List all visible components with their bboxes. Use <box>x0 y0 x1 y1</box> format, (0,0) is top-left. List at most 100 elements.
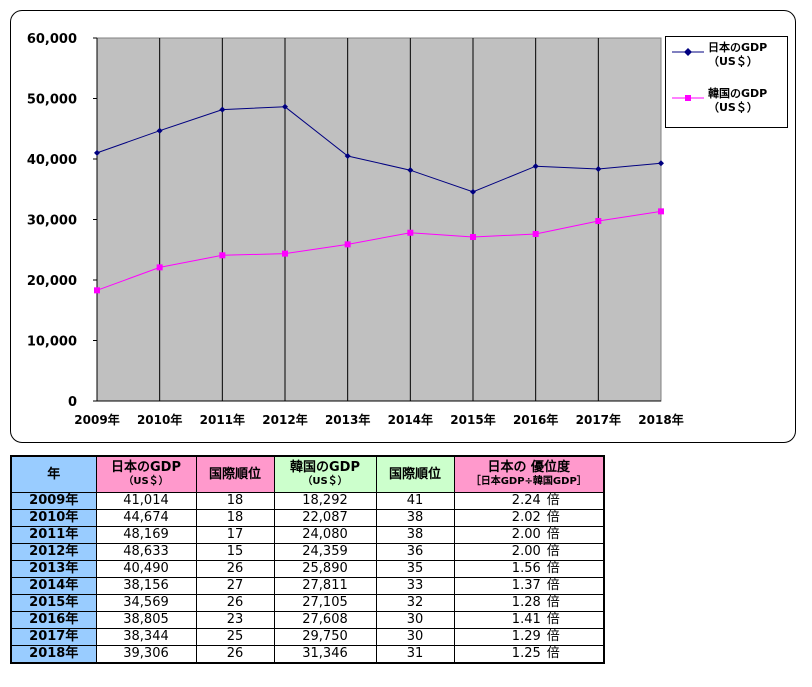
cell-ratio-value: 1.29 <box>511 629 541 644</box>
cell-japan-rank: 15 <box>195 543 275 561</box>
cell-korea-gdp: 25,890 <box>273 560 377 578</box>
gdp-comparison-table: 年 日本のGDP （US＄） 国際順位 韓国のGDP （US＄） 国際順位 日本… <box>10 455 605 664</box>
data-point-korea <box>532 230 539 237</box>
x-tick-label: 2011年 <box>200 412 245 427</box>
y-tick-label: 60,000 <box>27 32 77 47</box>
x-tick-label: 2018年 <box>638 412 683 427</box>
cell-japan-gdp: 38,344 <box>95 628 197 646</box>
header-ratio-sub: ［日本GDP÷韓国GDP］ <box>470 475 587 487</box>
cell-korea-rank: 33 <box>375 577 455 595</box>
header-korea-rank: 国際順位 <box>375 455 455 493</box>
header-ratio: 日本の 優位度 ［日本GDP÷韓国GDP］ <box>453 455 605 493</box>
cell-ratio-unit: 倍 <box>546 544 560 559</box>
cell-year: 2017年 <box>10 628 97 646</box>
data-point-japan <box>156 127 163 134</box>
y-tick-label: 40,000 <box>27 153 77 168</box>
plot-area <box>96 37 662 402</box>
cell-ratio-unit: 倍 <box>546 595 560 610</box>
cell-year: 2010年 <box>10 509 97 527</box>
cell-korea-gdp: 27,608 <box>273 611 377 629</box>
cell-ratio-unit: 倍 <box>546 646 560 661</box>
data-point-korea <box>658 208 664 215</box>
cell-korea-gdp: 18,292 <box>273 492 377 510</box>
cell-ratio: 1.28 倍 <box>453 594 605 612</box>
x-tick-label: 2009年 <box>74 412 119 427</box>
table-header-row: 年 日本のGDP （US＄） 国際順位 韓国のGDP （US＄） 国際順位 日本… <box>10 455 605 493</box>
x-tick-label: 2012年 <box>262 412 307 427</box>
data-point-korea <box>94 287 100 294</box>
cell-japan-rank: 18 <box>195 509 275 527</box>
table-body: 2009年 41,014 18 18,292 41 2.24 倍 2010年 44,674 18 2… <box>10 492 605 664</box>
cell-ratio-unit: 倍 <box>546 629 560 644</box>
x-tick-label: 2013年 <box>325 412 370 427</box>
cell-korea-rank: 30 <box>375 628 455 646</box>
cell-japan-gdp: 40,490 <box>95 560 197 578</box>
cell-korea-gdp: 24,359 <box>273 543 377 561</box>
cell-ratio-value: 1.37 <box>511 578 541 593</box>
cell-ratio-value: 1.41 <box>511 612 541 627</box>
header-japan-gdp-unit: （US＄） <box>123 475 169 487</box>
x-tick-label: 2015年 <box>450 412 495 427</box>
y-tick-label: 20,000 <box>27 274 77 289</box>
header-korea-gdp-unit: （US＄） <box>302 475 348 487</box>
cell-ratio-value: 1.56 <box>511 561 541 576</box>
cell-ratio: 2.00 倍 <box>453 543 605 561</box>
cell-japan-rank: 27 <box>195 577 275 595</box>
data-point-korea <box>470 234 476 241</box>
cell-korea-gdp: 22,087 <box>273 509 377 527</box>
header-japan-rank: 国際順位 <box>195 455 275 493</box>
table-row: 2011年 48,169 17 24,080 38 2.00 倍 <box>10 526 605 544</box>
cell-korea-rank: 35 <box>375 560 455 578</box>
cell-korea-gdp: 27,105 <box>273 594 377 612</box>
cell-ratio: 1.41 倍 <box>453 611 605 629</box>
data-point-korea <box>282 250 288 257</box>
cell-japan-rank: 17 <box>195 526 275 544</box>
cell-korea-rank: 36 <box>375 543 455 561</box>
cell-ratio-value: 2.00 <box>511 527 541 542</box>
cell-ratio: 1.29 倍 <box>453 628 605 646</box>
data-point-korea <box>156 264 163 271</box>
cell-ratio-unit: 倍 <box>546 561 560 576</box>
cell-japan-rank: 26 <box>195 594 275 612</box>
cell-ratio-value: 2.02 <box>511 510 541 525</box>
data-point-japan <box>658 160 664 167</box>
cell-korea-gdp: 29,750 <box>273 628 377 646</box>
x-tick-label: 2016年 <box>513 412 558 427</box>
table-row: 2018年 39,306 26 31,346 31 1.25 倍 <box>10 645 605 664</box>
table-row: 2013年 40,490 26 25,890 35 1.56 倍 <box>10 560 605 578</box>
cell-year: 2014年 <box>10 577 97 595</box>
table-row: 2016年 38,805 23 27,608 30 1.41 倍 <box>10 611 605 629</box>
data-point-japan <box>595 166 602 173</box>
table-row: 2010年 44,674 18 22,087 38 2.02 倍 <box>10 509 605 527</box>
y-tick-label: 0 <box>68 395 77 410</box>
cell-japan-gdp: 44,674 <box>95 509 197 527</box>
cell-japan-rank: 26 <box>195 645 275 664</box>
cell-korea-rank: 32 <box>375 594 455 612</box>
cell-year: 2018年 <box>10 645 97 664</box>
cell-year: 2009年 <box>10 492 97 510</box>
table-row: 2015年 34,569 26 27,105 32 1.28 倍 <box>10 594 605 612</box>
cell-year: 2011年 <box>10 526 97 544</box>
cell-japan-gdp: 38,805 <box>95 611 197 629</box>
data-point-japan <box>344 153 351 160</box>
cell-ratio: 1.25 倍 <box>453 645 605 664</box>
cell-ratio-value: 2.24 <box>511 493 541 508</box>
cell-korea-rank: 38 <box>375 526 455 544</box>
header-korea-gdp: 韓国のGDP （US＄） <box>273 455 377 493</box>
cell-japan-gdp: 41,014 <box>95 492 197 510</box>
data-point-korea <box>219 252 226 259</box>
cell-japan-gdp: 38,156 <box>95 577 197 595</box>
y-tick-label: 30,000 <box>27 214 77 229</box>
cell-ratio-unit: 倍 <box>546 493 560 508</box>
table-row: 2017年 38,344 25 29,750 30 1.29 倍 <box>10 628 605 646</box>
cell-year: 2012年 <box>10 543 97 561</box>
cell-japan-gdp: 39,306 <box>95 645 197 664</box>
cell-year: 2013年 <box>10 560 97 578</box>
cell-year: 2015年 <box>10 594 97 612</box>
cell-korea-rank: 41 <box>375 492 455 510</box>
legend-marker-korea <box>672 95 704 101</box>
table-row: 2009年 41,014 18 18,292 41 2.24 倍 <box>10 492 605 510</box>
cell-japan-gdp: 34,569 <box>95 594 197 612</box>
cell-japan-rank: 26 <box>195 560 275 578</box>
legend-unit-korea: （US＄） <box>708 101 758 114</box>
